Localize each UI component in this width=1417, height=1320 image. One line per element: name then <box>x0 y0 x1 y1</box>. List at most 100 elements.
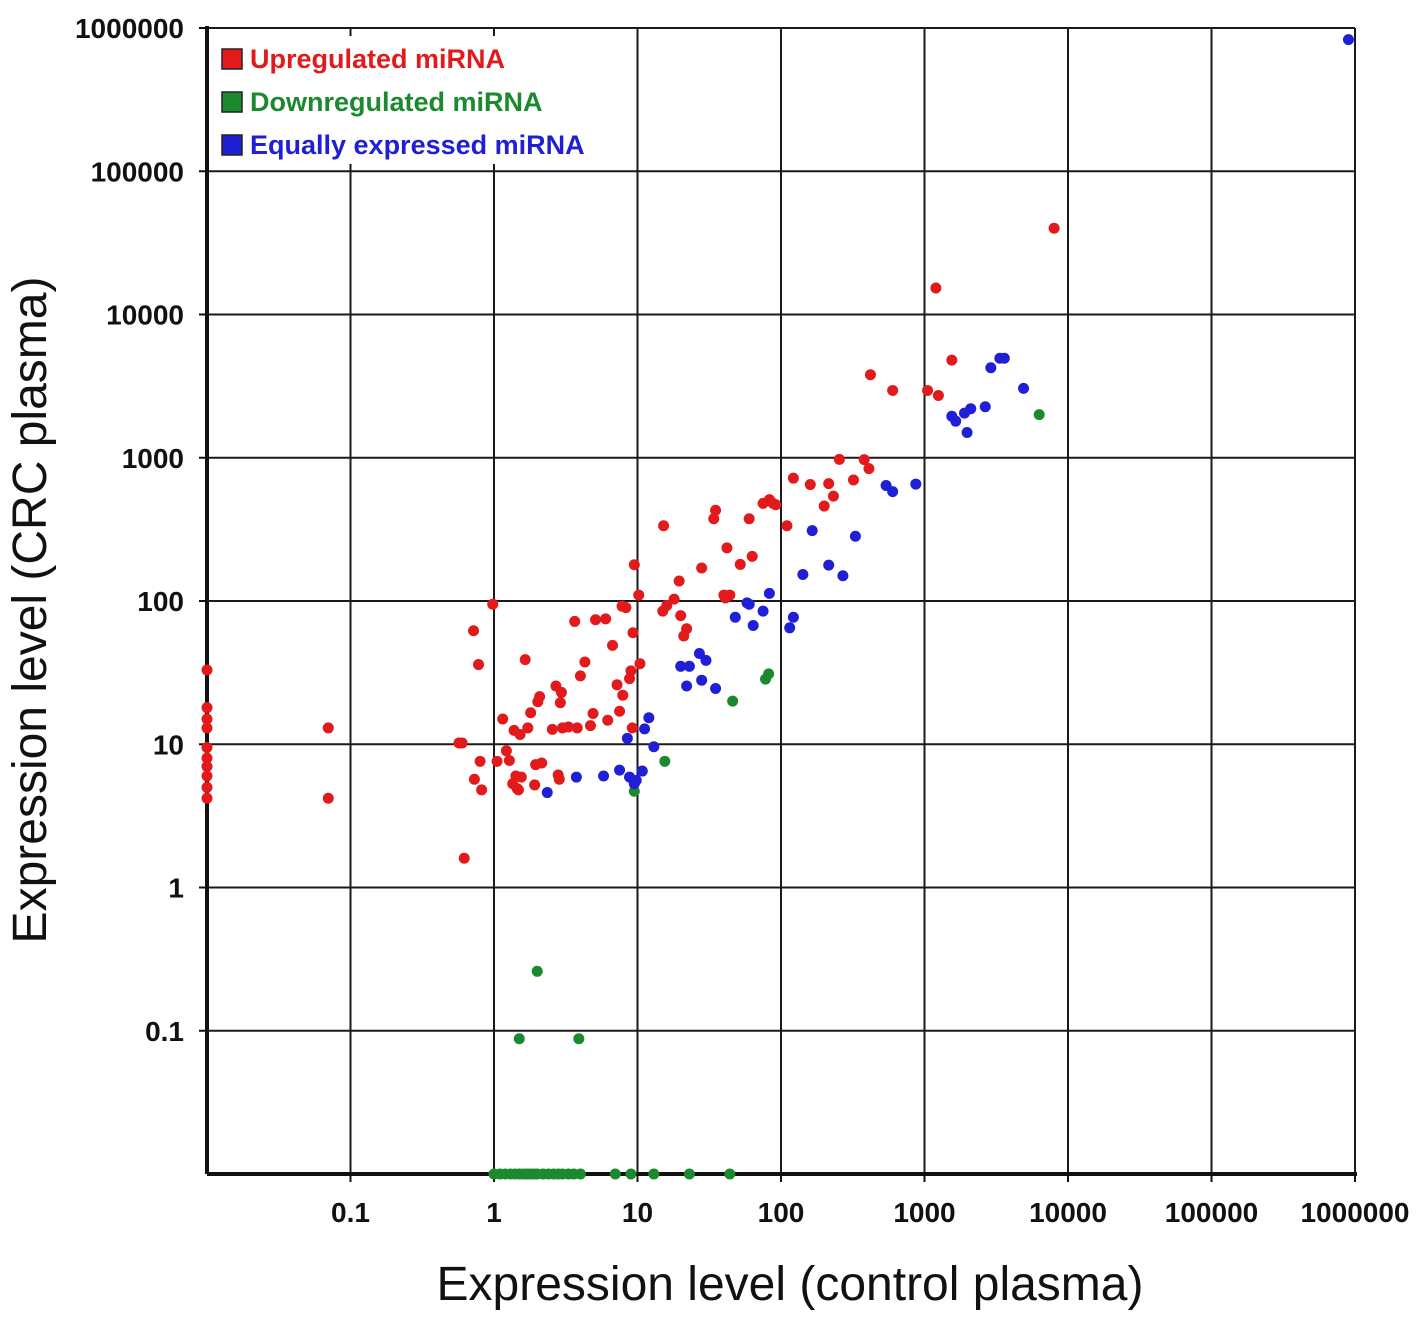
data-point <box>609 1168 621 1180</box>
series-1 <box>488 409 1045 1180</box>
data-point <box>322 722 334 734</box>
data-point <box>590 614 602 626</box>
y-tick-label: 10000 <box>106 300 184 331</box>
y-tick-label: 10 <box>153 729 184 760</box>
data-point <box>724 1168 736 1180</box>
data-point <box>961 427 973 439</box>
data-point <box>500 745 512 757</box>
data-point <box>525 707 537 719</box>
data-point <box>668 593 680 605</box>
data-point <box>531 965 543 977</box>
data-point <box>787 472 799 484</box>
data-point <box>487 598 499 610</box>
data-point <box>621 732 633 744</box>
legend-swatch <box>221 48 243 70</box>
legend-swatch <box>221 134 243 156</box>
data-point <box>570 771 582 783</box>
data-point <box>201 760 213 772</box>
data-point <box>574 670 586 682</box>
data-point <box>634 658 646 670</box>
data-point <box>683 660 695 672</box>
data-point <box>628 559 640 571</box>
data-point <box>729 611 741 623</box>
data-point <box>579 656 591 668</box>
data-point <box>806 525 818 537</box>
data-point <box>784 622 796 634</box>
data-point <box>787 611 799 623</box>
data-point <box>673 575 685 587</box>
data-point <box>804 479 816 491</box>
data-point <box>625 665 637 677</box>
data-point <box>648 1168 660 1180</box>
data-point <box>468 773 480 785</box>
y-tick-label: 1 <box>168 873 184 904</box>
data-point <box>675 660 687 672</box>
data-point <box>675 610 687 622</box>
data-point <box>569 615 581 627</box>
data-point <box>833 453 845 465</box>
data-point <box>998 352 1010 364</box>
data-point <box>693 648 705 660</box>
data-point <box>721 542 733 554</box>
data-point <box>724 589 736 601</box>
data-point <box>627 627 639 639</box>
data-point <box>529 779 541 791</box>
data-point <box>932 389 944 401</box>
data-point <box>708 513 720 525</box>
data-point <box>965 403 977 415</box>
data-point <box>468 625 480 637</box>
data-point <box>985 362 997 374</box>
series-0 <box>201 222 1060 864</box>
data-point <box>201 713 213 725</box>
data-point <box>598 770 610 782</box>
data-point <box>849 530 861 542</box>
series-2 <box>541 34 1354 799</box>
data-point <box>979 401 991 413</box>
data-point <box>639 723 651 735</box>
data-point <box>818 500 830 512</box>
data-point <box>763 587 775 599</box>
data-point <box>743 513 755 525</box>
data-point <box>710 683 722 695</box>
y-tick-label: 0.1 <box>145 1016 184 1047</box>
data-point <box>573 1033 585 1045</box>
data-point <box>681 623 693 635</box>
data-point <box>574 1168 586 1180</box>
y-tick-label: 100000 <box>91 156 184 187</box>
x-tick-labels: 0.1 1 10 100 1000 10000 100000 1000000 <box>331 1197 1409 1228</box>
data-point <box>863 463 875 475</box>
data-point <box>201 781 213 793</box>
data-point <box>562 721 574 733</box>
data-point <box>946 354 958 366</box>
data-point <box>587 707 599 719</box>
data-point <box>1033 409 1045 421</box>
data-point <box>1342 34 1354 46</box>
data-point <box>837 570 849 582</box>
data-point <box>910 478 922 490</box>
data-point <box>534 691 546 703</box>
data-point <box>746 550 758 562</box>
y-tick-labels: 0.1 1 10 100 1000 10000 100000 1000000 <box>75 13 184 1047</box>
data-point <box>696 674 708 686</box>
y-axis-title: Expression level (CRC plasma) <box>4 277 57 944</box>
data-point <box>553 773 565 785</box>
data-point <box>602 714 614 726</box>
data-point <box>201 741 213 753</box>
data-point <box>201 722 213 734</box>
data-point <box>201 752 213 764</box>
x-tick-label: 1000000 <box>1300 1197 1409 1228</box>
data-point <box>541 787 553 799</box>
data-point <box>600 613 612 625</box>
data-point <box>734 558 746 570</box>
data-point <box>614 764 626 776</box>
data-point <box>922 384 934 396</box>
data-point <box>607 639 619 651</box>
data-point <box>823 559 835 571</box>
data-point <box>515 771 527 783</box>
legend-label: Equally expressed miRNA <box>250 130 585 160</box>
data-point <box>858 454 870 466</box>
data-point <box>201 792 213 804</box>
data-point <box>617 689 629 701</box>
data-point <box>546 723 558 735</box>
data-point <box>823 478 835 490</box>
